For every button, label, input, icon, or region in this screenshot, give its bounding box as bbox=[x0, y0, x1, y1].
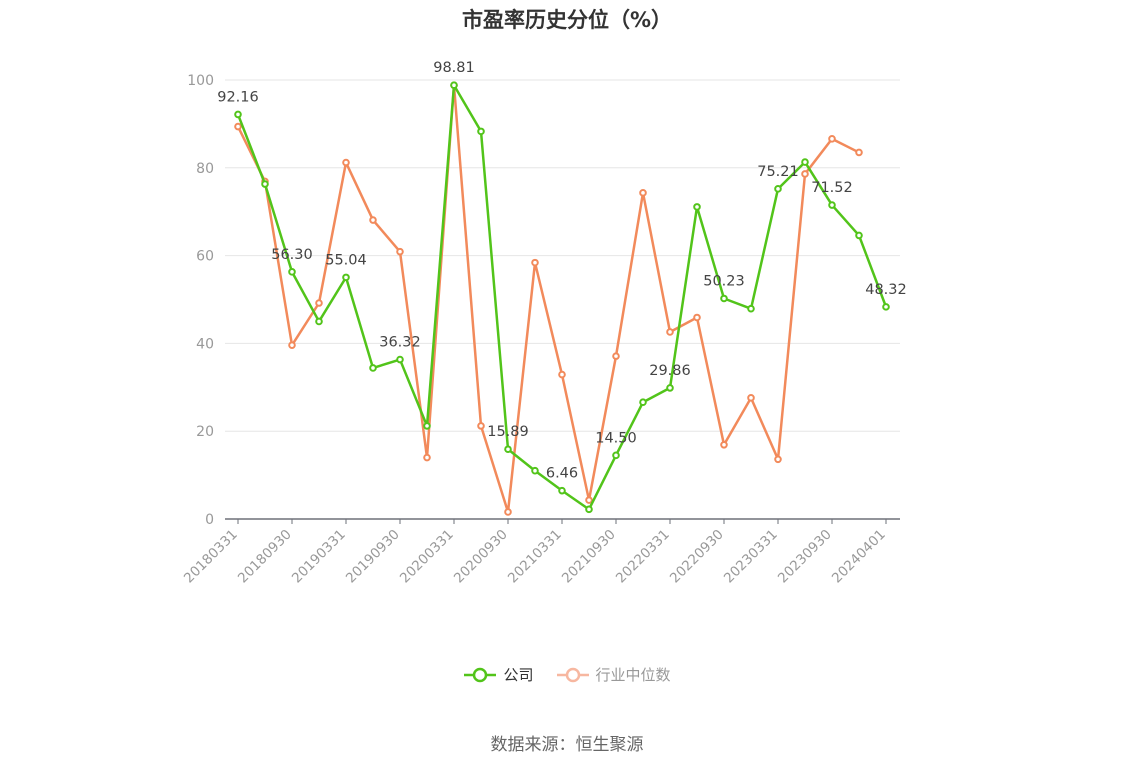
x-tick-label: 20240401 bbox=[829, 527, 889, 587]
legend-item-company[interactable]: 公司 bbox=[463, 664, 534, 685]
y-tick-label: 0 bbox=[205, 512, 214, 528]
data-point-industry bbox=[855, 148, 863, 157]
data-point-industry bbox=[342, 158, 350, 167]
series-line-industry bbox=[236, 84, 860, 514]
series-line-company bbox=[236, 83, 888, 511]
data-point-industry bbox=[477, 422, 485, 430]
data-label-company: 48.32 bbox=[865, 282, 907, 298]
legend-label-industry: 行业中位数 bbox=[595, 666, 671, 684]
data-point-company bbox=[801, 158, 809, 166]
data-point-industry bbox=[288, 341, 296, 349]
data-point-company bbox=[666, 384, 674, 392]
data-point-industry bbox=[369, 216, 377, 224]
data-label-company: 98.81 bbox=[433, 60, 475, 76]
data-point-industry bbox=[774, 455, 782, 464]
data-point-company bbox=[477, 127, 485, 136]
x-tick-label: 20230331 bbox=[721, 527, 781, 587]
x-tick-label: 20190930 bbox=[343, 527, 403, 587]
data-point-company bbox=[882, 303, 890, 311]
data-point-company bbox=[639, 398, 647, 407]
data-point-industry bbox=[558, 370, 566, 379]
data-point-company bbox=[693, 203, 701, 211]
data-label-company: 55.04 bbox=[325, 252, 367, 268]
data-point-company bbox=[342, 273, 350, 282]
y-tick-label: 60 bbox=[196, 249, 214, 265]
y-tick-label: 100 bbox=[187, 73, 214, 89]
data-point-company bbox=[720, 294, 728, 303]
legend-line-circle-icon bbox=[464, 667, 497, 682]
data-label-company: 6.46 bbox=[546, 466, 578, 482]
data-point-company bbox=[261, 180, 269, 188]
data-point-industry bbox=[639, 189, 647, 197]
x-tick-label: 20200331 bbox=[397, 527, 457, 587]
y-tick-label: 40 bbox=[196, 336, 214, 352]
data-point-industry bbox=[423, 453, 431, 462]
data-point-industry bbox=[666, 328, 674, 336]
data-label-company: 29.86 bbox=[649, 363, 691, 379]
data-point-company bbox=[558, 486, 566, 495]
data-label-company: 50.23 bbox=[703, 273, 745, 289]
data-label-company: 75.21 bbox=[757, 164, 799, 180]
data-point-company bbox=[288, 268, 296, 276]
data-point-company bbox=[423, 422, 431, 430]
x-tick-label: 20180331 bbox=[181, 527, 241, 587]
x-tick-label: 20220930 bbox=[667, 527, 727, 587]
data-label-company: 36.32 bbox=[379, 335, 421, 351]
y-tick-label: 20 bbox=[196, 424, 214, 440]
legend-item-industry[interactable]: 行业中位数 bbox=[556, 664, 671, 685]
data-point-industry bbox=[747, 394, 755, 402]
data-label-company: 92.16 bbox=[217, 89, 259, 105]
data-point-industry bbox=[585, 496, 593, 504]
data-point-company bbox=[612, 451, 620, 460]
data-point-company bbox=[234, 110, 242, 119]
x-tick-label: 20220331 bbox=[613, 527, 673, 587]
data-point-industry bbox=[828, 135, 836, 143]
data-point-industry bbox=[504, 508, 512, 516]
x-tick-label: 20200930 bbox=[451, 527, 511, 587]
data-point-industry bbox=[234, 122, 242, 131]
data-label-company: 15.89 bbox=[487, 424, 529, 440]
grid-lines bbox=[225, 79, 900, 432]
data-point-company bbox=[585, 505, 593, 514]
data-point-industry bbox=[396, 247, 404, 256]
x-tick-label: 20230930 bbox=[775, 527, 835, 587]
data-point-industry bbox=[720, 441, 728, 449]
data-point-company bbox=[504, 445, 512, 454]
data-labels: 92.16 56.30 55.04 36.32 98.81 15.89 6.46 14.50 2… bbox=[217, 60, 907, 481]
data-label-company: 71.52 bbox=[811, 180, 853, 196]
data-label-company: 14.50 bbox=[595, 430, 637, 446]
data-point-company bbox=[855, 231, 863, 240]
legend: 公司 行业中位数 bbox=[0, 664, 1134, 685]
data-point-company bbox=[531, 466, 539, 475]
data-point-company bbox=[369, 364, 377, 372]
data-point-company bbox=[828, 201, 836, 209]
x-tick-label: 20210930 bbox=[559, 527, 619, 587]
chart-title: 市盈率历史分位（%） bbox=[461, 8, 673, 32]
data-point-industry bbox=[315, 299, 323, 307]
x-tick-label: 20190331 bbox=[289, 527, 349, 587]
data-point-company bbox=[450, 81, 458, 90]
data-point-industry bbox=[693, 313, 701, 322]
series-lines bbox=[234, 81, 890, 516]
x-tick-label: 20210331 bbox=[505, 527, 565, 587]
data-point-industry bbox=[801, 170, 809, 178]
x-tick-label: 20180930 bbox=[235, 527, 295, 587]
legend-line-circle-icon bbox=[556, 667, 589, 682]
data-point-company bbox=[747, 304, 755, 313]
legend-label-company: 公司 bbox=[503, 666, 534, 684]
data-point-company bbox=[315, 317, 323, 326]
data-point-company bbox=[774, 185, 782, 193]
data-point-company bbox=[396, 355, 404, 364]
source-note: 数据来源：恒生聚源 bbox=[490, 735, 644, 755]
y-tick-label: 80 bbox=[196, 161, 214, 177]
data-point-industry bbox=[612, 352, 620, 360]
data-point-industry bbox=[531, 258, 539, 267]
data-label-company: 56.30 bbox=[271, 247, 313, 263]
